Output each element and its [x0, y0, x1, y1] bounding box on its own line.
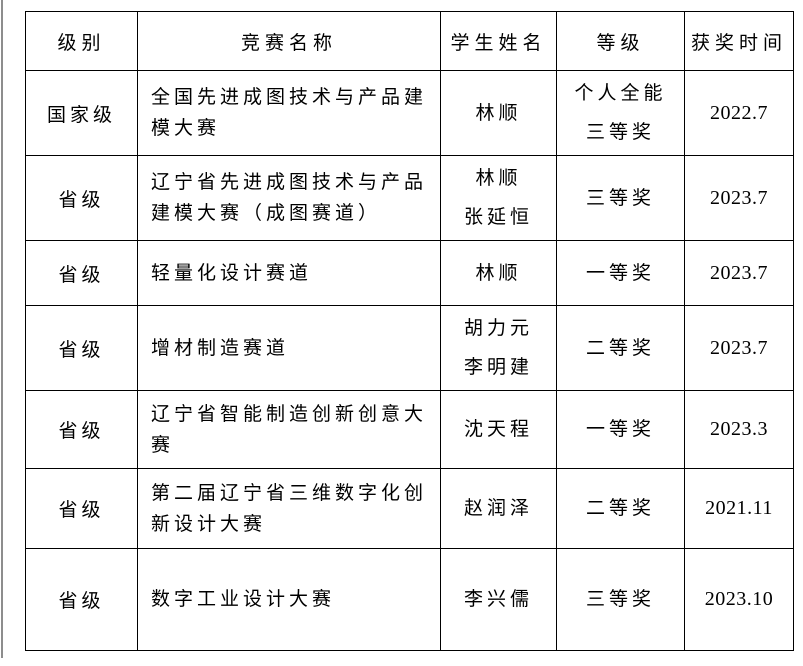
table-row: 省级 第二届辽宁省三维数字化创新设计大赛 赵润泽 二等奖 2021.11	[25, 468, 794, 549]
cell-award-date: 2023.7	[684, 305, 794, 391]
cell-competition-name: 增材制造赛道	[137, 305, 441, 391]
table-row: 省级 辽宁省智能制造创新创意大赛 沈天程 一等奖 2023.3	[25, 390, 794, 469]
cell-student-names: 林顺	[440, 240, 557, 306]
student-name: 李明建	[463, 357, 533, 378]
column-header-competition: 竞赛名称	[137, 11, 441, 71]
column-header-level: 级别	[25, 11, 138, 71]
award-grade-line: 三等奖	[585, 589, 655, 610]
cell-award-grade: 个人全能 三等奖	[556, 70, 685, 156]
cell-level: 省级	[25, 548, 138, 651]
awards-table: 级别 竞赛名称 学生姓名 等级 获奖时间 国家级 全国先进成图技术与产品建模大赛 林顺 个人全…	[25, 11, 794, 651]
student-name: 沈天程	[463, 419, 533, 440]
student-name: 林顺	[475, 168, 522, 189]
award-grade-line: 三等奖	[585, 187, 655, 209]
cell-competition-name: 全国先进成图技术与产品建模大赛	[137, 70, 441, 156]
table-row: 省级 辽宁省先进成图技术与产品建模大赛（成图赛道） 林顺 张延恒 三等奖 2023.7	[25, 155, 794, 241]
award-grade-line: 一等奖	[585, 419, 655, 440]
column-header-students: 学生姓名	[440, 11, 557, 71]
cell-level: 省级	[25, 155, 138, 241]
cell-student-names: 沈天程	[440, 390, 557, 469]
student-name: 赵润泽	[463, 498, 533, 519]
student-name: 胡力元	[463, 318, 533, 339]
cell-award-grade: 一等奖	[556, 240, 685, 306]
table-row: 省级 数字工业设计大赛 李兴儒 三等奖 2023.10	[25, 548, 794, 651]
cell-student-names: 胡力元 李明建	[440, 305, 557, 391]
award-grade-line: 一等奖	[585, 262, 655, 284]
cell-competition-name: 辽宁省智能制造创新创意大赛	[137, 390, 441, 469]
cell-award-date: 2023.10	[684, 548, 794, 651]
award-grade-line: 三等奖	[585, 122, 655, 143]
cell-award-grade: 二等奖	[556, 305, 685, 391]
cell-competition-name: 数字工业设计大赛	[137, 548, 441, 651]
student-name: 李兴儒	[463, 589, 533, 610]
page-left-edge-line	[1, 0, 3, 658]
cell-student-names: 赵润泽	[440, 468, 557, 549]
table-row: 国家级 全国先进成图技术与产品建模大赛 林顺 个人全能 三等奖 2022.7	[25, 70, 794, 156]
column-header-award: 等级	[556, 11, 685, 71]
cell-level: 省级	[25, 240, 138, 306]
cell-level: 国家级	[25, 70, 138, 156]
cell-award-date: 2023.7	[684, 155, 794, 241]
cell-award-grade: 一等奖	[556, 390, 685, 469]
table-row: 省级 轻量化设计赛道 林顺 一等奖 2023.7	[25, 240, 794, 306]
cell-award-date: 2021.11	[684, 468, 794, 549]
student-name: 林顺	[475, 102, 522, 124]
student-name: 张延恒	[463, 207, 533, 228]
cell-competition-name: 辽宁省先进成图技术与产品建模大赛（成图赛道）	[137, 155, 441, 241]
cell-award-date: 2022.7	[684, 70, 794, 156]
cell-level: 省级	[25, 305, 138, 391]
table-row: 省级 增材制造赛道 胡力元 李明建 二等奖 2023.7	[25, 305, 794, 391]
award-grade-line: 个人全能	[574, 83, 667, 104]
cell-level: 省级	[25, 390, 138, 469]
award-grade-line: 二等奖	[585, 498, 655, 519]
cell-student-names: 林顺 张延恒	[440, 155, 557, 241]
table-header-row: 级别 竞赛名称 学生姓名 等级 获奖时间	[25, 11, 794, 71]
award-grade-line: 二等奖	[585, 337, 655, 359]
cell-award-grade: 三等奖	[556, 155, 685, 241]
cell-level: 省级	[25, 468, 138, 549]
cell-competition-name: 轻量化设计赛道	[137, 240, 441, 306]
student-name: 林顺	[475, 262, 522, 284]
column-header-date: 获奖时间	[684, 11, 794, 71]
cell-award-grade: 三等奖	[556, 548, 685, 651]
cell-student-names: 林顺	[440, 70, 557, 156]
cell-award-grade: 二等奖	[556, 468, 685, 549]
cell-competition-name: 第二届辽宁省三维数字化创新设计大赛	[137, 468, 441, 549]
cell-award-date: 2023.7	[684, 240, 794, 306]
cell-award-date: 2023.3	[684, 390, 794, 469]
cell-student-names: 李兴儒	[440, 548, 557, 651]
